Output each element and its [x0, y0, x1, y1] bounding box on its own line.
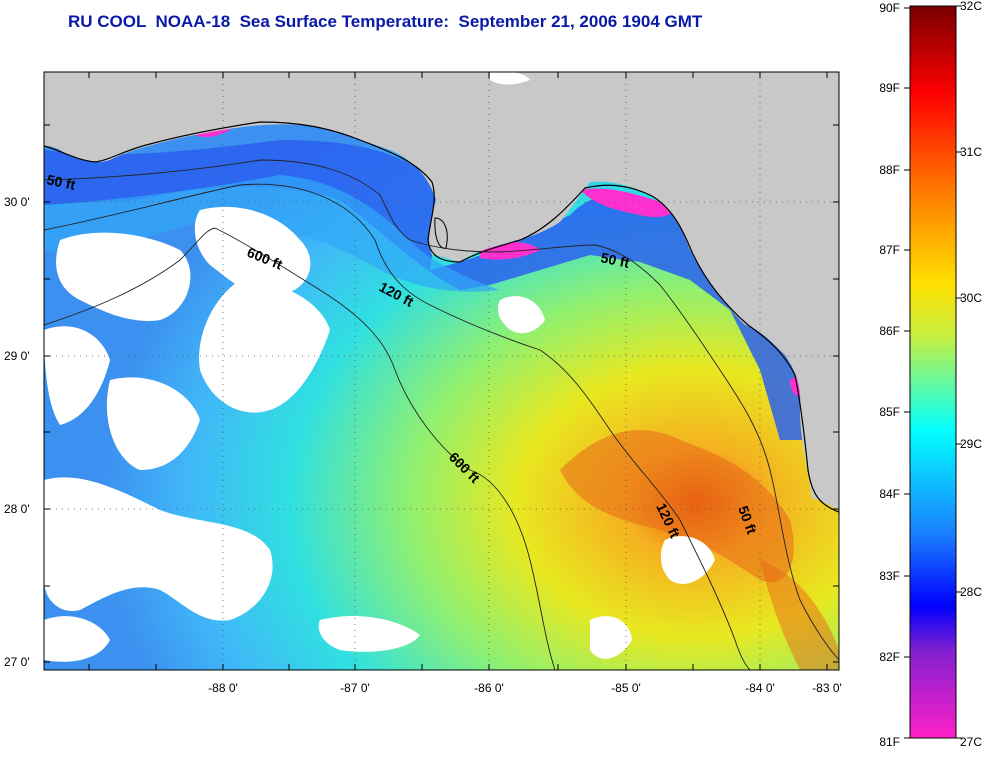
contour-50ft [44, 159, 839, 661]
colorbar: 90F 89F 88F 87F 86F 85F 84F 83F 82F 81F … [879, 0, 982, 749]
cbar-f-84: 84F [879, 487, 900, 501]
colorbar-gradient [909, 5, 957, 739]
warm-water-core [560, 430, 794, 582]
contour-label-50ft-east: 50 ft [599, 249, 631, 271]
cold-nearshore-water [44, 140, 810, 440]
map-frame [43, 71, 840, 671]
coastline [44, 121, 839, 513]
contour-120ft [44, 183, 751, 670]
cbar-c-31: 31C [960, 145, 982, 159]
cbar-f-85: 85F [879, 405, 900, 419]
cbar-f-88: 88F [879, 163, 900, 177]
contour-600ft [44, 227, 556, 670]
x-tick-85w: -85 0' [611, 681, 641, 695]
land-mass [44, 72, 839, 510]
cbar-c-30: 30C [960, 291, 982, 305]
cbar-f-87: 87F [879, 243, 900, 257]
cbar-f-86: 86F [879, 324, 900, 338]
grid-lines [44, 72, 839, 670]
cbar-f-89: 89F [879, 81, 900, 95]
contour-label-50ft-west: 50 ft [45, 171, 77, 193]
colorbar-ticks [904, 5, 962, 739]
cbar-f-83: 83F [879, 569, 900, 583]
map-plot-area [44, 72, 839, 670]
x-axis-labels: -88 0' -87 0' -86 0' -85 0' -84 0' -83 0… [208, 681, 842, 695]
warm-nearshore-water [760, 560, 839, 670]
cbar-f-81: 81F [879, 735, 900, 749]
y-tick-29n: 29 0' [4, 349, 30, 363]
cbar-c-27: 27C [960, 735, 982, 749]
y-tick-27n: 27 0' [4, 655, 30, 669]
x-tick-86w: -86 0' [474, 681, 504, 695]
x-tick-88w: -88 0' [208, 681, 238, 695]
y-tick-30n: 30 0' [4, 195, 30, 209]
cbar-f-82: 82F [879, 650, 900, 664]
cbar-c-28: 28C [960, 585, 982, 599]
cbar-f-90: 90F [879, 1, 900, 15]
y-axis-labels: 30 0' 29 0' 28 0' 27 0' [4, 195, 30, 669]
x-tick-84w: -84 0' [745, 681, 775, 695]
cloud-cover [44, 72, 715, 662]
x-tick-87w: -87 0' [340, 681, 370, 695]
x-tick-83w: -83 0' [812, 681, 842, 695]
bathymetry-contours [44, 159, 839, 670]
axis-ticks [44, 72, 839, 670]
cbar-c-29: 29C [960, 437, 982, 451]
map-title: RU COOL NOAA-18 Sea Surface Temperature:… [68, 12, 703, 31]
y-tick-28n: 28 0' [4, 502, 30, 516]
cbar-c-32: 32C [960, 0, 982, 13]
warm-bay-patch-3 [580, 188, 673, 217]
